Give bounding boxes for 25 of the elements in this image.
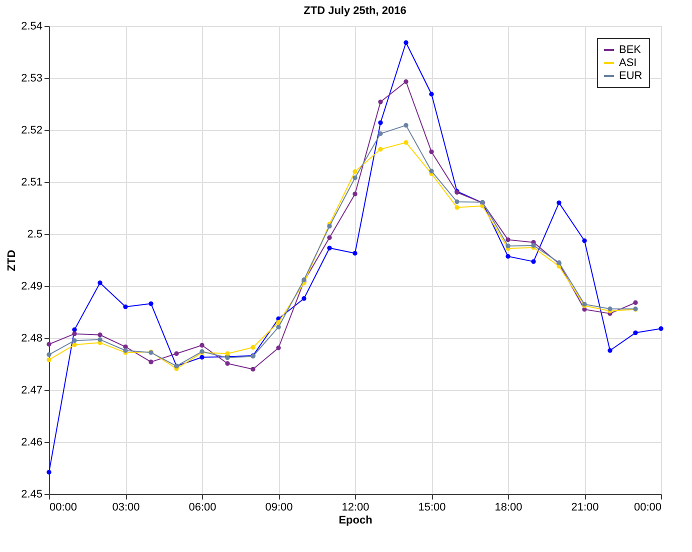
- x-tick-label: 03:00: [112, 502, 140, 514]
- legend-label: ASI: [619, 57, 637, 69]
- y-tick-label: 2.49: [21, 280, 42, 292]
- legend-label: EUR: [619, 70, 642, 82]
- x-tick-label: 12:00: [342, 502, 370, 514]
- y-tick-label: 2.45: [21, 488, 42, 500]
- y-tick-label: 2.52: [21, 124, 42, 136]
- x-tick-label: 18:00: [494, 502, 522, 514]
- y-tick-label: 2.53: [21, 72, 42, 84]
- y-tick-label: 2.5: [27, 228, 42, 240]
- y-tick-label: 2.51: [21, 176, 42, 188]
- y-tick-label: 2.47: [21, 384, 42, 396]
- y-tick-label: 2.54: [21, 20, 42, 32]
- legend-label: BEK: [619, 44, 642, 56]
- chart-title: ZTD July 25th, 2016: [304, 5, 406, 17]
- x-tick-label: 15:00: [418, 502, 446, 514]
- y-tick-label: 2.46: [21, 436, 42, 448]
- x-tick-label: 00:00: [634, 502, 662, 514]
- x-axis-title: Epoch: [338, 514, 373, 526]
- y-tick-label: 2.48: [21, 332, 42, 344]
- x-tick-label: 06:00: [188, 502, 216, 514]
- x-tick-label: 09:00: [265, 502, 293, 514]
- x-tick-label: 00:00: [50, 502, 78, 514]
- y-axis-title: ZTD: [6, 250, 18, 272]
- x-tick-label: 21:00: [571, 502, 599, 514]
